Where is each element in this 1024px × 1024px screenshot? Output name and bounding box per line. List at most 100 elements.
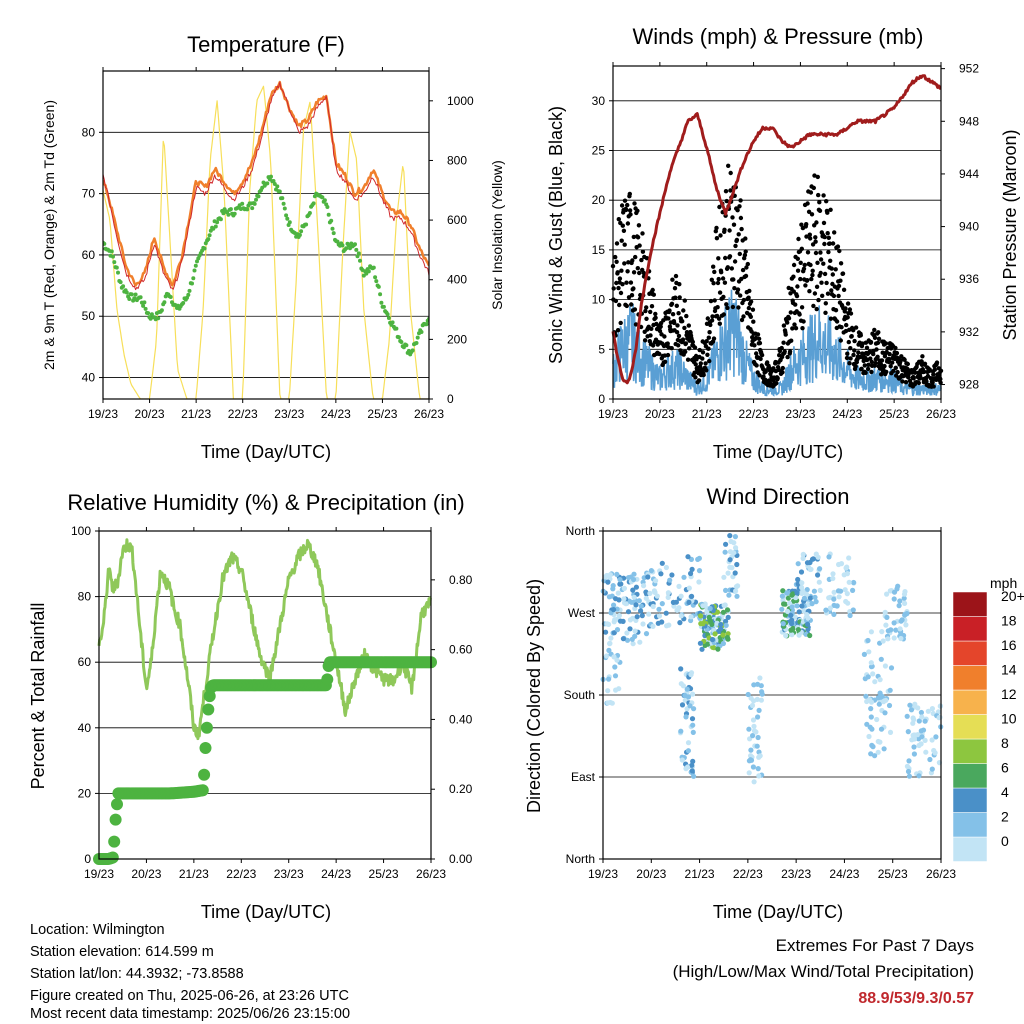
wind-direction-point [698, 613, 704, 619]
dewpoint-2m-point [181, 301, 186, 305]
gust-point [808, 236, 813, 241]
gust-point [714, 236, 720, 241]
wind-direction-point [727, 533, 733, 539]
precipitation-point [199, 742, 212, 754]
wind-direction-title: Wind Direction [706, 484, 849, 509]
wind-direction-point [789, 604, 795, 610]
wind-direction-point [734, 593, 740, 599]
gust-point [879, 358, 885, 363]
wind-direction-point [831, 589, 837, 595]
wind-direction-point [614, 571, 620, 578]
wind-direction-point [755, 766, 761, 772]
gust-point [743, 236, 748, 241]
dewpoint-2m-point [121, 284, 126, 289]
gust-point [780, 370, 785, 375]
wind-direction-point [678, 666, 684, 672]
gust-point [701, 372, 706, 378]
wind-direction-point [725, 570, 731, 576]
gust-point [721, 312, 726, 317]
wind-direction-point [888, 627, 894, 633]
wind-direction-point [754, 743, 760, 749]
gust-point [817, 200, 822, 205]
wind-direction-series [600, 533, 944, 785]
gust-point [724, 302, 729, 307]
dewpoint-2m-point [414, 341, 419, 345]
wind-direction-point [756, 773, 762, 779]
wind-direction-point [827, 605, 833, 611]
gust-point [903, 380, 909, 385]
gust-point [731, 222, 737, 227]
gust-point [682, 325, 687, 331]
gust-point [677, 295, 682, 300]
gust-point [626, 260, 631, 265]
gust-point [727, 254, 733, 259]
dewpoint-2m-point [245, 207, 250, 212]
wind-direction-point [895, 583, 901, 589]
gust-point [821, 220, 827, 226]
wind-direction-point [883, 622, 889, 628]
gust-point [657, 351, 662, 357]
gust-point [774, 381, 779, 386]
gust-point [834, 319, 840, 324]
gust-point [644, 316, 649, 321]
dewpoint-2m-point [419, 330, 424, 334]
precipitation-point [198, 768, 211, 781]
wind-direction-point [907, 702, 913, 708]
wind-direction-point [850, 607, 856, 613]
gust-point [698, 361, 703, 366]
wind-direction-point [784, 608, 791, 615]
gust-point [648, 309, 653, 315]
winds-ytick-label: 5 [598, 342, 605, 356]
temperature-ytick-label: 60 [82, 248, 96, 262]
gust-point [895, 369, 900, 375]
gust-point [735, 287, 741, 292]
gust-point [669, 301, 675, 306]
wind-direction-point [877, 677, 883, 683]
wind-direction-point [758, 683, 764, 689]
gust-point [614, 259, 619, 264]
dewpoint-2m-point [129, 292, 134, 297]
wind-direction-point [612, 673, 619, 679]
wind-direction-point [868, 660, 874, 666]
gust-point [673, 273, 679, 279]
wind-direction-point [835, 588, 842, 594]
wind-direction-point [655, 620, 661, 626]
gust-point [893, 365, 898, 370]
gust-point [613, 254, 618, 260]
gust-point [869, 359, 874, 365]
wind-direction-point [888, 665, 895, 671]
gust-point [868, 339, 874, 345]
wind-direction-point [902, 612, 908, 618]
gust-point [630, 258, 635, 263]
dewpoint-2m-point [142, 300, 147, 305]
dewpoint-2m-point [159, 308, 164, 313]
wind-direction-point [911, 744, 917, 750]
gust-point [754, 363, 759, 368]
wind-direction-point [695, 556, 701, 563]
gust-point [721, 294, 726, 300]
dewpoint-2m-point [206, 237, 211, 242]
wind-direction-point [748, 747, 754, 753]
wind-direction-point [882, 663, 889, 669]
gust-point [618, 320, 623, 326]
wind-direction-point [834, 603, 840, 609]
gust-point [802, 262, 807, 268]
gust-point [779, 345, 784, 351]
wind-direction-point [847, 612, 853, 619]
colorbar-label: 8 [1001, 735, 1009, 751]
gust-point [816, 192, 821, 198]
wind-direction-point [875, 749, 881, 755]
wind-direction-point [700, 621, 706, 627]
dewpoint-2m-point [379, 300, 384, 305]
gust-point [697, 347, 702, 353]
dewpoint-2m-point [146, 311, 151, 316]
temperature-y2tick-label: 800 [447, 153, 467, 167]
gust-point [635, 266, 640, 271]
wind-direction-point [911, 751, 918, 757]
wind-direction-point [795, 576, 801, 583]
humidity-ylabel: Percent & Total Rainfall [28, 603, 48, 790]
gust-point [789, 338, 794, 343]
wind-direction-point [638, 608, 644, 614]
gust-point [738, 198, 743, 203]
winds-y2tick-label: 944 [959, 167, 979, 181]
